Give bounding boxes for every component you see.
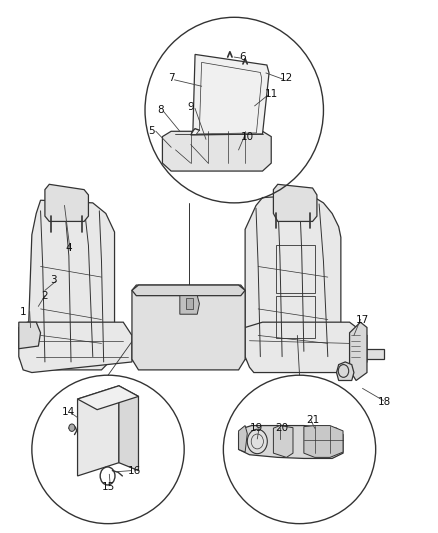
Text: 14: 14 bbox=[62, 407, 75, 417]
Polygon shape bbox=[186, 298, 193, 309]
Polygon shape bbox=[350, 322, 367, 381]
Text: 11: 11 bbox=[265, 89, 278, 99]
Polygon shape bbox=[132, 285, 245, 370]
Text: 17: 17 bbox=[356, 314, 369, 325]
Polygon shape bbox=[273, 425, 293, 457]
Polygon shape bbox=[336, 362, 354, 381]
Text: 3: 3 bbox=[50, 274, 57, 285]
Text: 7: 7 bbox=[168, 73, 174, 83]
Polygon shape bbox=[28, 200, 115, 370]
Text: 1: 1 bbox=[20, 306, 26, 317]
Text: 10: 10 bbox=[241, 132, 254, 142]
Text: 19: 19 bbox=[249, 423, 263, 433]
Polygon shape bbox=[162, 131, 271, 171]
Text: 2: 2 bbox=[42, 290, 48, 301]
Text: 16: 16 bbox=[127, 466, 141, 475]
Circle shape bbox=[247, 429, 267, 454]
Text: 5: 5 bbox=[148, 126, 155, 136]
Polygon shape bbox=[304, 425, 343, 457]
Text: 9: 9 bbox=[187, 102, 194, 112]
Polygon shape bbox=[273, 184, 317, 221]
Text: 12: 12 bbox=[280, 73, 293, 83]
Polygon shape bbox=[191, 54, 269, 135]
Polygon shape bbox=[245, 322, 367, 373]
Text: 6: 6 bbox=[240, 52, 246, 62]
Text: 4: 4 bbox=[66, 243, 72, 253]
Polygon shape bbox=[78, 386, 138, 410]
Polygon shape bbox=[239, 425, 343, 458]
Text: 20: 20 bbox=[276, 423, 289, 433]
Polygon shape bbox=[239, 425, 247, 452]
Text: 15: 15 bbox=[101, 481, 115, 491]
Polygon shape bbox=[45, 184, 88, 221]
Polygon shape bbox=[119, 386, 138, 471]
Polygon shape bbox=[19, 322, 41, 349]
Text: 18: 18 bbox=[378, 397, 391, 407]
Polygon shape bbox=[132, 285, 245, 296]
Text: 21: 21 bbox=[306, 415, 319, 425]
Text: 8: 8 bbox=[157, 105, 163, 115]
Polygon shape bbox=[19, 322, 132, 373]
Polygon shape bbox=[19, 349, 385, 359]
Circle shape bbox=[69, 424, 75, 431]
Polygon shape bbox=[180, 296, 199, 314]
Polygon shape bbox=[78, 386, 119, 476]
Polygon shape bbox=[245, 195, 341, 370]
